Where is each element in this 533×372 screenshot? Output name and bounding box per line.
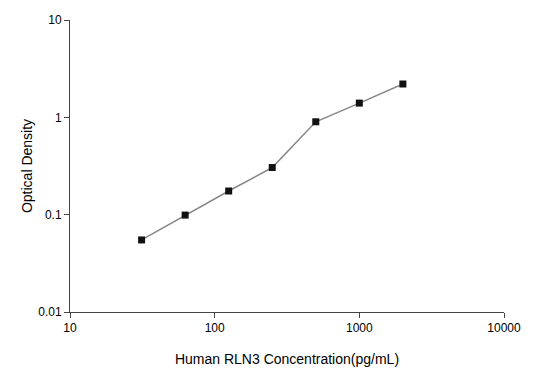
- svg-text:0.01: 0.01: [38, 305, 62, 319]
- svg-text:1: 1: [55, 111, 62, 125]
- svg-text:10: 10: [63, 321, 77, 335]
- svg-text:Optical Density: Optical Density: [19, 119, 35, 213]
- svg-text:100: 100: [205, 321, 225, 335]
- svg-text:10000: 10000: [487, 321, 521, 335]
- svg-text:Human RLN3 Concentration(pg/mL: Human RLN3 Concentration(pg/mL): [175, 351, 399, 367]
- svg-text:0.1: 0.1: [45, 208, 62, 222]
- svg-text:1000: 1000: [346, 321, 373, 335]
- svg-text:10: 10: [48, 13, 62, 27]
